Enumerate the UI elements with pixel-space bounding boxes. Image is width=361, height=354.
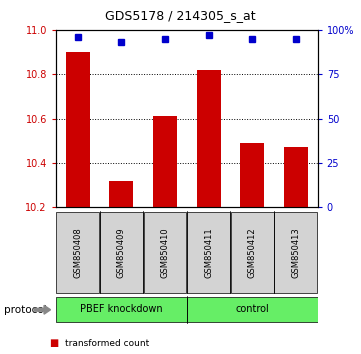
Bar bbox=[109, 181, 133, 207]
Bar bbox=[56, 212, 99, 293]
Bar bbox=[231, 212, 274, 293]
Text: GSM850411: GSM850411 bbox=[204, 227, 213, 278]
Text: GSM850412: GSM850412 bbox=[248, 227, 257, 278]
Text: control: control bbox=[235, 304, 269, 314]
Bar bbox=[284, 147, 308, 207]
Text: GDS5178 / 214305_s_at: GDS5178 / 214305_s_at bbox=[105, 9, 256, 22]
Text: ■: ■ bbox=[49, 338, 58, 348]
Bar bbox=[197, 70, 221, 207]
Bar bbox=[187, 297, 318, 322]
Bar bbox=[240, 143, 264, 207]
Bar bbox=[274, 212, 317, 293]
Bar bbox=[187, 212, 230, 293]
Text: GSM850409: GSM850409 bbox=[117, 227, 126, 278]
Text: PBEF knockdown: PBEF knockdown bbox=[80, 304, 163, 314]
Text: GSM850410: GSM850410 bbox=[161, 227, 170, 278]
Bar bbox=[153, 116, 177, 207]
Text: GSM850408: GSM850408 bbox=[73, 227, 82, 278]
Text: protocol: protocol bbox=[4, 305, 46, 315]
Bar bbox=[144, 212, 186, 293]
Text: transformed count: transformed count bbox=[65, 339, 149, 348]
Bar bbox=[100, 212, 143, 293]
Text: GSM850413: GSM850413 bbox=[291, 227, 300, 278]
Bar bbox=[56, 297, 187, 322]
Bar bbox=[66, 52, 90, 207]
